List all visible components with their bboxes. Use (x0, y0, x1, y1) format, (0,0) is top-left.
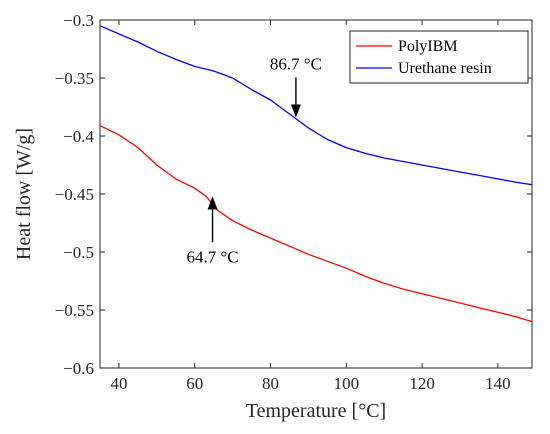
annotation-layer: 86.7 °C 64.7 °C (186, 54, 322, 266)
x-tick-label: 120 (409, 374, 435, 393)
y-axis-label: Heat flow [W/g] (13, 128, 35, 260)
x-tick-label: 40 (110, 374, 127, 393)
y-tick-label: −0.45 (55, 185, 94, 204)
x-tick-label: 80 (262, 374, 279, 393)
y-tick-label: −0.55 (55, 301, 94, 320)
x-tick-label: 60 (186, 374, 203, 393)
series-line-polyibm (99, 125, 533, 323)
legend-entry: PolyIBM (398, 38, 458, 55)
annotation-label: 64.7 °C (186, 247, 238, 266)
x-tick-label: 100 (334, 374, 360, 393)
y-tick-label: −0.4 (63, 127, 94, 146)
annotation-arrow-head (207, 196, 218, 210)
y-tick-label: −0.3 (63, 11, 94, 30)
x-axis-label: Temperature [°C] (246, 400, 386, 422)
series-line-urethane-resin (99, 25, 533, 186)
ticks-layer: 40 60 80 100 120 140 −0.6 −0.55 −0.5 −0.45 −0.4 −0.… (55, 11, 532, 393)
annotation-arrow-head (290, 104, 301, 118)
annotation-label: 86.7 °C (270, 54, 322, 73)
legend-box (349, 30, 529, 84)
y-tick-label: −0.6 (63, 359, 94, 378)
y-tick-label: −0.35 (55, 69, 94, 88)
legend-entry: Urethane resin (398, 60, 492, 77)
legend: PolyIBM Urethane resin (349, 30, 529, 84)
y-tick-label: −0.5 (63, 243, 94, 262)
series-layer (99, 25, 533, 323)
x-tick-label: 140 (485, 374, 511, 393)
